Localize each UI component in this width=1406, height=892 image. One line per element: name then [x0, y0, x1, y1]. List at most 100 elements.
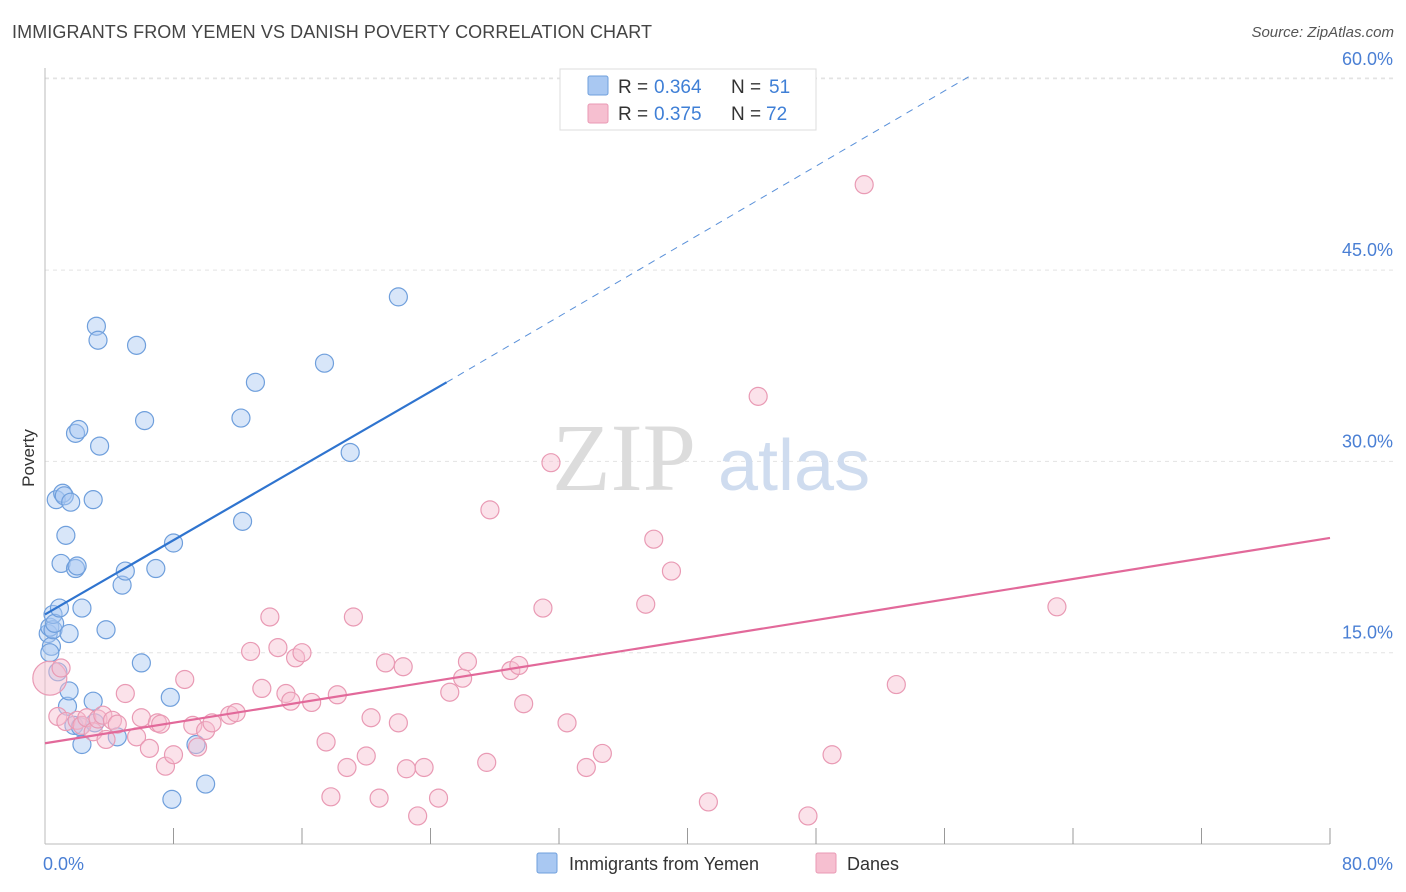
point-danes — [533, 598, 553, 618]
point-yemen — [245, 372, 266, 392]
legend-swatch-blue — [587, 75, 609, 96]
trend-line-danes — [44, 536, 1331, 745]
trend-extension-yemen — [446, 76, 969, 383]
point-danes — [356, 746, 376, 766]
point-yemen — [43, 620, 63, 640]
point-yemen — [96, 620, 116, 640]
grid-layer — [45, 77, 1393, 654]
top-legend: R = 0.364 N = 51 R = 0.375 N = 72 — [559, 68, 817, 131]
legend-n-value-pink: 72 — [766, 104, 787, 125]
point-yemen — [86, 316, 107, 336]
point-danes — [187, 737, 208, 757]
source-label: Source: ZipAtlas.com — [1251, 24, 1394, 41]
bottom-legend: Immigrants from Yemen Danes — [536, 852, 899, 874]
point-yemen — [231, 408, 251, 428]
point-danes — [321, 787, 341, 807]
point-danes — [139, 738, 160, 758]
legend-r-value-blue: 0.364 — [654, 77, 702, 98]
point-danes — [388, 713, 408, 733]
point-danes — [268, 637, 288, 658]
y-axis-label: Poverty — [19, 429, 38, 487]
point-danes — [408, 806, 428, 826]
x-tick-label: 80.0% — [1342, 854, 1393, 874]
bottom-legend-label-danes: Danes — [847, 854, 899, 874]
point-danes — [886, 674, 906, 695]
trend-line-yemen — [44, 381, 448, 616]
point-danes — [131, 708, 151, 728]
point-yemen — [134, 410, 155, 431]
y-tick-label: 45.0% — [1342, 240, 1393, 260]
point-yemen — [41, 636, 62, 656]
point-yemen — [232, 511, 253, 531]
points-layer — [32, 175, 1067, 826]
legend-r-value-pink: 0.375 — [654, 104, 702, 125]
point-danes — [115, 683, 135, 704]
point-danes — [252, 678, 272, 699]
point-yemen — [59, 623, 79, 644]
point-danes — [93, 705, 113, 725]
point-yemen — [160, 687, 180, 707]
y-tick-label: 15.0% — [1342, 623, 1393, 643]
point-danes — [260, 607, 280, 627]
point-danes — [576, 757, 596, 778]
point-yemen — [56, 525, 76, 545]
bottom-legend-label-yemen: Immigrants from Yemen — [569, 854, 759, 874]
point-danes — [337, 757, 357, 778]
point-danes — [375, 653, 396, 673]
point-yemen — [51, 553, 71, 574]
legend-r-label-pink: R = — [618, 104, 648, 125]
point-danes — [661, 561, 682, 581]
point-danes — [822, 745, 842, 765]
point-danes — [480, 500, 500, 520]
point-yemen — [314, 353, 335, 373]
point-yemen — [388, 287, 408, 307]
point-danes — [592, 743, 612, 764]
point-danes — [798, 806, 818, 826]
y-tick-label: 30.0% — [1342, 431, 1393, 451]
point-yemen — [162, 789, 182, 809]
point-yemen — [340, 442, 360, 463]
point-danes — [316, 732, 336, 752]
bottom-legend-swatch-yemen — [536, 852, 558, 874]
point-danes — [644, 529, 664, 549]
point-yemen — [88, 330, 108, 350]
point-danes — [292, 643, 312, 663]
point-yemen — [40, 643, 60, 663]
point-danes — [241, 641, 261, 662]
trend-layer — [44, 76, 1331, 745]
point-danes — [343, 607, 363, 627]
axis-layer: 15.0% 30.0% 45.0% 60.0% 0.0% 80.0% — [43, 49, 1393, 874]
point-danes — [514, 694, 534, 714]
point-danes — [281, 691, 301, 711]
point-yemen — [72, 734, 92, 755]
point-danes — [636, 594, 656, 614]
point-danes — [32, 660, 68, 696]
point-yemen — [131, 653, 151, 673]
point-yemen — [196, 774, 216, 794]
watermark: ZIP atlas — [552, 404, 870, 511]
legend-n-label-blue: N = — [731, 77, 761, 98]
point-danes — [1047, 597, 1067, 617]
point-yemen — [67, 556, 87, 576]
bottom-legend-swatch-danes — [815, 852, 837, 874]
point-danes — [163, 745, 184, 765]
legend-n-value-blue: 51 — [769, 77, 790, 98]
point-danes — [393, 657, 413, 677]
legend-swatch-pink — [587, 103, 609, 124]
point-danes — [155, 756, 176, 776]
watermark-zip: ZIP — [552, 404, 696, 511]
point-yemen — [57, 696, 78, 716]
point-danes — [557, 713, 577, 733]
point-danes — [440, 682, 460, 702]
point-danes — [477, 752, 497, 772]
point-danes — [107, 714, 127, 734]
point-danes — [175, 669, 195, 690]
legend-r-label-blue: R = — [618, 77, 648, 98]
y-tick-label: 60.0% — [1342, 49, 1393, 69]
point-yemen — [83, 691, 103, 711]
point-danes — [414, 757, 434, 778]
point-yemen — [146, 558, 166, 579]
point-danes — [854, 175, 874, 195]
point-danes — [285, 648, 306, 668]
point-yemen — [83, 490, 103, 510]
